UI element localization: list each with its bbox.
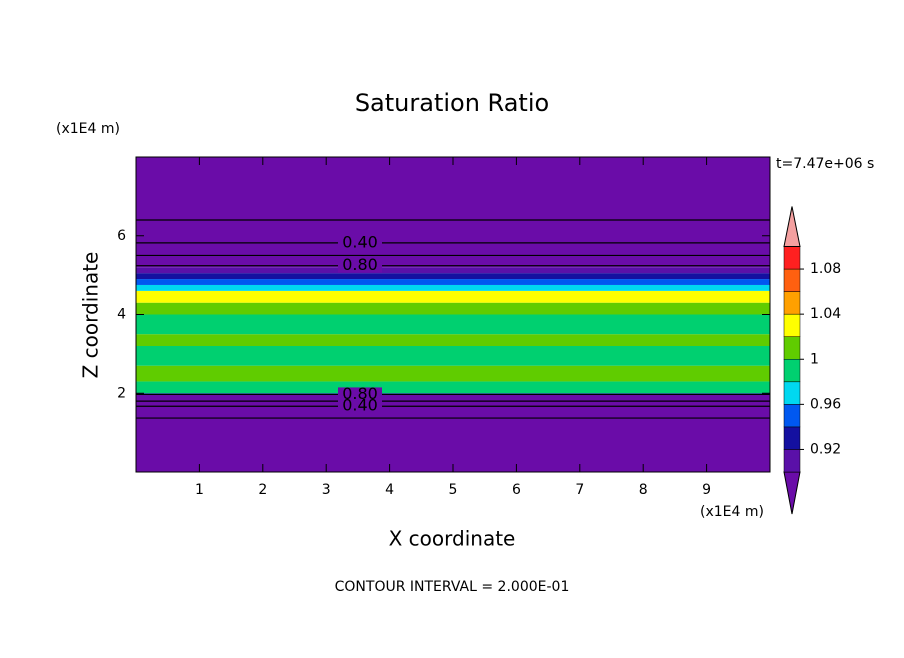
colorbar-segment (783, 268, 801, 292)
footnote: CONTOUR INTERVAL = 2.000E-01 (335, 579, 570, 595)
contour-field (136, 157, 770, 472)
colorbar-tick-label: 1 (810, 351, 819, 367)
contour-label: 0.80 (342, 384, 378, 403)
x-tick-label: 6 (512, 482, 521, 498)
colorbar-segment (783, 404, 801, 428)
colorbar-over (783, 206, 801, 247)
x-tick-label: 3 (322, 482, 331, 498)
y-tick-label: 2 (117, 385, 126, 401)
chart-title: Saturation Ratio (355, 89, 549, 117)
colorbar-segment (783, 291, 801, 315)
contour-label-bg (338, 235, 382, 250)
colorbar-segment (783, 246, 801, 270)
colorbar-segment (783, 426, 801, 450)
x-axis-label: X coordinate (389, 527, 516, 551)
x-tick-label: 1 (195, 482, 204, 498)
contour-band (136, 273, 770, 280)
contour-label: 0.80 (342, 255, 378, 274)
contour-lines: 0.400.800.800.40 (136, 219, 770, 419)
contour-label-bg (338, 387, 382, 402)
contour-band (136, 290, 770, 303)
colorbar-segment (783, 449, 801, 473)
contour-band (136, 279, 770, 285)
overlay: 1 2 3 4 5 6 7 8 9 2 4 6 0.92 0.96 1 1.04 1.08 (117, 157, 841, 515)
contour-band (136, 365, 770, 382)
y-tick-label: 4 (117, 307, 126, 323)
colorbar-under (783, 471, 801, 515)
contour-band (136, 334, 770, 346)
contour-label: 0.40 (342, 396, 378, 415)
contour-band (136, 302, 770, 315)
contour-label-bg (338, 399, 382, 414)
time-label: t=7.47e+06 s (776, 156, 874, 172)
contour-band (136, 346, 770, 366)
x-tick-label: 8 (639, 482, 648, 498)
colorbar-tick-label: 1.08 (810, 261, 841, 277)
contour-band (136, 157, 770, 268)
x-unit: (x1E4 m) (700, 504, 764, 520)
contour-band (136, 394, 770, 472)
contour-band (136, 381, 770, 394)
x-tick-label: 4 (385, 482, 394, 498)
colorbar-segment (783, 359, 801, 383)
y-tick-label: 6 (117, 228, 126, 244)
colorbar-segment (783, 381, 801, 405)
contour-band (136, 267, 770, 274)
x-tick-label: 2 (258, 482, 267, 498)
colorbar-segment (783, 336, 801, 360)
x-tick-label: 5 (449, 482, 458, 498)
colorbar-tick-label: 0.92 (810, 441, 841, 457)
x-tick-label: 9 (702, 482, 711, 498)
y-unit: (x1E4 m) (56, 121, 120, 137)
colorbar-segment (783, 313, 801, 337)
colorbar-tick-label: 0.96 (810, 396, 841, 412)
colorbar-tick-label: 1.04 (810, 306, 841, 322)
contour-label: 0.40 (342, 232, 378, 251)
y-axis-label: Z coordinate (79, 252, 103, 379)
x-tick-label: 7 (575, 482, 584, 498)
contour-band (136, 314, 770, 335)
contour-band (136, 284, 770, 291)
contour-label-bg (338, 258, 382, 273)
